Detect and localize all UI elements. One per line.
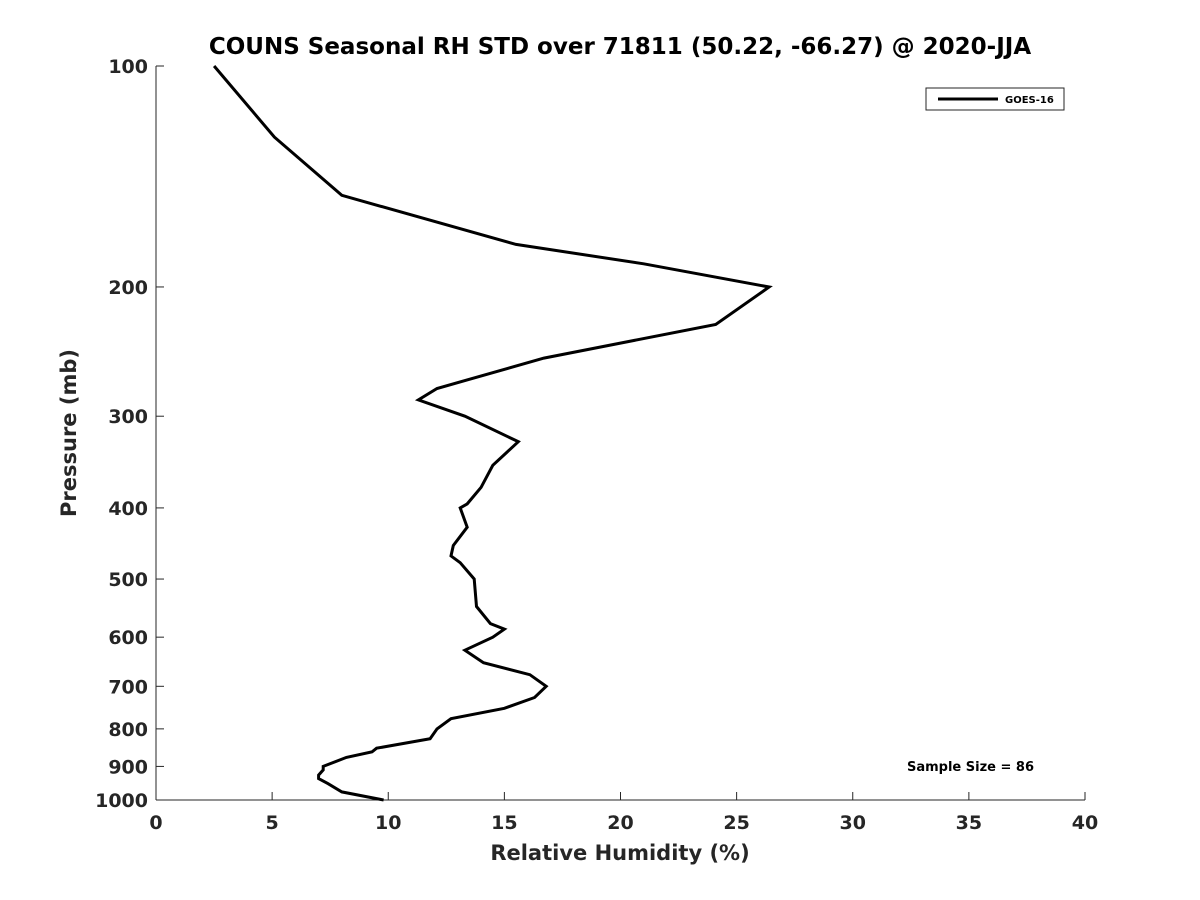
x-tick-label: 0 <box>149 812 162 834</box>
x-tick-label: 35 <box>956 812 982 834</box>
y-tick-label: 200 <box>108 277 148 299</box>
x-axis-label: Relative Humidity (%) <box>490 841 749 865</box>
x-axis-ticks: 0 5 10 15 20 25 30 35 40 <box>149 792 1098 834</box>
y-tick-label: 900 <box>108 756 148 778</box>
x-tick-label: 10 <box>375 812 401 834</box>
y-tick-label: 300 <box>108 406 148 428</box>
y-axis-label: Pressure (mb) <box>57 349 81 517</box>
series-layer <box>212 65 773 802</box>
y-tick-label: 1000 <box>95 790 148 812</box>
y-tick-label: 800 <box>108 719 148 741</box>
y-tick-label: 400 <box>108 498 148 520</box>
y-tick-label: 100 <box>108 56 148 78</box>
x-tick-label: 5 <box>266 812 279 834</box>
legend-label-goes-16: GOES-16 <box>1005 95 1054 106</box>
chart-title: COUNS Seasonal RH STD over 71811 (50.22,… <box>209 34 1031 60</box>
y-tick-label: 500 <box>108 569 148 591</box>
sample-size-annotation: Sample Size = 86 <box>907 760 1034 775</box>
y-tick-label: 700 <box>108 676 148 698</box>
plot-area <box>155 66 1085 801</box>
x-tick-label: 30 <box>840 812 866 834</box>
y-axis-ticks: 100 200 300 400 500 600 700 800 900 1000 <box>95 56 164 812</box>
y-tick-label: 600 <box>108 627 148 649</box>
x-tick-label: 25 <box>723 812 749 834</box>
legend: GOES-16 <box>925 87 1065 111</box>
x-tick-label: 20 <box>607 812 633 834</box>
x-tick-label: 40 <box>1072 812 1098 834</box>
series-line-goes-16 <box>212 65 773 802</box>
x-tick-label: 15 <box>491 812 517 834</box>
